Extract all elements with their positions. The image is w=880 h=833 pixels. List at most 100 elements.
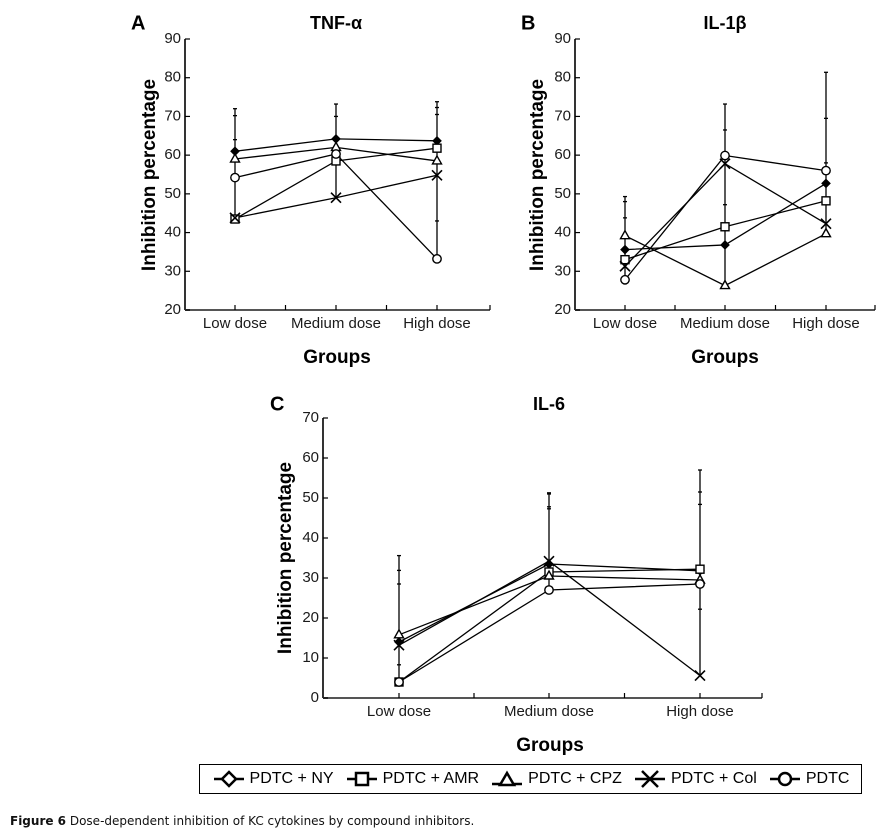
square-marker-icon	[346, 771, 377, 787]
triangle-marker	[619, 229, 631, 240]
circle-marker-icon	[769, 771, 800, 787]
circle-marker	[230, 172, 240, 183]
x-marker	[431, 169, 443, 181]
legend-label: PDTC + Col	[671, 770, 757, 787]
legend-item-pdtc-col: PDTC + Col	[633, 770, 757, 788]
triangle-marker	[393, 628, 405, 639]
x-marker	[393, 639, 405, 651]
legend-item-pdtc-cpz: PDTC + CPZ	[490, 770, 622, 788]
y-tick-label: 50	[302, 489, 319, 506]
y-tick-label: 70	[554, 107, 571, 124]
square-marker	[821, 196, 831, 206]
circle-marker	[620, 274, 630, 285]
y-tick-label: 20	[554, 301, 571, 318]
y-axis-title: Inhibition percentage	[275, 462, 296, 654]
x-tick-label: Low dose	[593, 315, 657, 332]
x-axis-title: Groups	[516, 735, 584, 756]
x-tick-label: Low dose	[203, 315, 267, 332]
x-tick-label: Medium dose	[680, 315, 770, 332]
triangle-marker	[431, 154, 443, 165]
diamond-marker	[821, 178, 831, 189]
circle-marker	[331, 149, 341, 159]
legend-item-pdtc-ny: PDTC + NY	[212, 770, 334, 788]
panel-title: TNF-α	[310, 13, 362, 33]
y-tick-label: 50	[164, 185, 181, 202]
panel-letter: A	[131, 12, 145, 34]
y-tick-label: 30	[302, 569, 319, 586]
x-tick-label: High dose	[403, 315, 471, 332]
x-tick-label: Medium dose	[504, 703, 594, 720]
y-tick-label: 70	[164, 107, 181, 124]
y-tick-label: 50	[554, 185, 571, 202]
x-marker	[694, 670, 706, 682]
x-marker	[543, 555, 555, 567]
y-tick-label: 60	[554, 146, 571, 163]
chart-panel-a: A TNF-α 20 30 40 50 60 70 80 90 Low dose Medium dos…	[131, 12, 491, 368]
diamond-marker	[720, 240, 730, 250]
x-marker-icon	[635, 770, 665, 788]
y-tick-label: 60	[302, 449, 319, 466]
square-marker	[620, 254, 630, 265]
figure-canvas: A TNF-α 20 30 40 50 60 70 80 90 Low dose Medium dos…	[131, 12, 876, 756]
y-tick-label: 40	[554, 224, 571, 241]
triangle-marker-icon	[492, 770, 523, 787]
triangle-marker	[543, 569, 555, 580]
x-marker	[229, 212, 241, 224]
y-tick-label: 30	[164, 262, 181, 279]
y-tick-label: 20	[164, 301, 181, 318]
square-marker	[720, 222, 730, 232]
legend-label: PDTC + AMR	[382, 770, 480, 787]
x-tick-label: High dose	[792, 315, 860, 332]
x-axis-title: Groups	[691, 347, 759, 368]
y-tick-label: 30	[554, 262, 571, 279]
x-marker	[719, 158, 731, 170]
triangle-marker	[820, 227, 832, 238]
y-tick-label: 90	[554, 30, 571, 47]
figure-caption: Figure 6 Dose-dependent inhibition of KC…	[10, 814, 474, 828]
legend: PDTC + NY PDTC + AMR PDTC + CPZ PDTC + C…	[199, 764, 862, 794]
diamond-marker-icon	[213, 770, 244, 788]
y-tick-label: 20	[302, 609, 319, 626]
circle-marker	[821, 165, 831, 176]
circle-marker	[544, 585, 554, 595]
triangle-marker	[719, 279, 731, 290]
x-marker	[619, 260, 631, 272]
y-tick-label: 80	[554, 69, 571, 86]
y-tick-label: 40	[302, 529, 319, 546]
x-marker	[820, 218, 832, 230]
legend-label: PDTC	[805, 770, 850, 787]
y-axis-title: Inhibition percentage	[139, 79, 160, 271]
legend-item-pdtc-amr: PDTC + AMR	[345, 770, 479, 788]
x-axis-title: Groups	[303, 347, 371, 368]
y-axis-title: Inhibition percentage	[527, 79, 548, 271]
circle-marker	[394, 677, 404, 687]
y-tick-label: 90	[164, 30, 181, 47]
x-tick-label: High dose	[666, 703, 734, 720]
chart-panel-b: B IL-1β 20 30 40 50 60 70 80 90 Low dose Medium dos…	[521, 12, 876, 368]
circle-marker	[695, 579, 705, 589]
y-tick-label: 0	[311, 689, 319, 706]
y-tick-label: 70	[302, 409, 319, 426]
square-marker	[695, 564, 705, 574]
triangle-marker	[229, 152, 241, 163]
panel-title: IL-6	[533, 394, 565, 414]
legend-label: PDTC + CPZ	[528, 770, 622, 787]
x-marker	[330, 192, 342, 204]
x-tick-label: Low dose	[367, 703, 431, 720]
legend-item-pdtc: PDTC	[768, 770, 850, 788]
caption-label: Figure 6	[10, 814, 67, 828]
legend-label: PDTC + NY	[249, 770, 334, 787]
panel-title: IL-1β	[704, 13, 747, 33]
square-marker	[230, 214, 240, 224]
panel-letter: C	[270, 393, 284, 415]
y-tick-label: 80	[164, 69, 181, 86]
circle-marker	[432, 253, 442, 264]
y-tick-label: 10	[302, 649, 319, 666]
panel-letter: B	[521, 12, 535, 34]
square-marker	[432, 143, 442, 153]
series-line-circle	[398, 583, 701, 683]
y-tick-label: 60	[164, 146, 181, 163]
chart-panel-c: C IL-6 0 10 20 30 40 50 60 70 Low dose Medium dose H…	[270, 393, 763, 756]
y-tick-label: 40	[164, 224, 181, 241]
circle-marker	[720, 150, 730, 161]
